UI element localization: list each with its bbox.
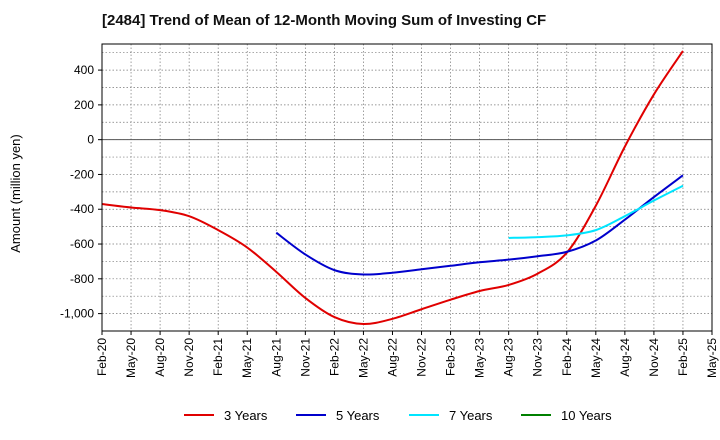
x-tick-label: May-25 xyxy=(705,338,719,378)
x-tick-label: Aug-20 xyxy=(153,338,167,377)
chart-title: [2484] Trend of Mean of 12-Month Moving … xyxy=(102,12,547,29)
x-tick-label: Aug-24 xyxy=(618,338,632,377)
x-tick-label: Aug-21 xyxy=(269,338,283,377)
x-tick-label: May-22 xyxy=(356,338,370,378)
x-tick-label: Feb-20 xyxy=(95,338,109,376)
x-tick-label: Feb-25 xyxy=(676,338,690,376)
legend: 3 Years 5 Years 7 Years 10 Years xyxy=(184,408,612,423)
legend-label-3-years: 3 Years xyxy=(224,408,268,423)
x-tick-label: Nov-20 xyxy=(182,338,196,377)
y-tick-label: -1,000 xyxy=(60,307,94,321)
x-tick-label: Feb-22 xyxy=(327,338,341,376)
series-line-7-years xyxy=(508,184,684,239)
x-tick-label: Aug-23 xyxy=(502,338,516,377)
x-tick-label: Feb-21 xyxy=(211,338,225,376)
y-tick-label: -400 xyxy=(70,202,94,216)
x-tick-label: Feb-23 xyxy=(444,338,458,376)
x-tick-label: May-23 xyxy=(473,338,487,378)
x-tick-label: Aug-22 xyxy=(385,338,399,377)
y-tick-label: 0 xyxy=(87,133,94,147)
x-axis-ticks: Feb-20 May-20 Aug-20 Nov-20 Feb-21 May-21 Aug-… xyxy=(95,331,719,378)
y-tick-label: 200 xyxy=(74,98,94,112)
legend-label-7-years: 7 Years xyxy=(449,408,493,423)
grid xyxy=(101,44,713,332)
series-line-3-years xyxy=(101,50,684,326)
x-tick-label: Nov-24 xyxy=(647,338,661,377)
x-tick-label: Nov-21 xyxy=(298,338,312,377)
y-tick-label: -600 xyxy=(70,237,94,251)
x-tick-label: Nov-22 xyxy=(415,338,429,377)
x-tick-label: May-21 xyxy=(240,338,254,378)
x-tick-label: May-20 xyxy=(124,338,138,378)
plot-frame xyxy=(101,43,713,332)
x-tick-label: May-24 xyxy=(589,338,603,378)
series-lines xyxy=(101,50,684,326)
series-line-5-years xyxy=(275,174,684,276)
x-tick-label: Feb-24 xyxy=(560,338,574,376)
y-tick-label: -800 xyxy=(70,272,94,286)
y-tick-label: -200 xyxy=(70,167,94,181)
y-axis-label: Amount (million yen) xyxy=(8,134,23,253)
x-tick-label: Nov-23 xyxy=(531,338,545,377)
y-axis-ticks: 400 200 0 -200 -400 -600 -800 -1,000 xyxy=(60,63,102,321)
legend-label-5-years: 5 Years xyxy=(336,408,380,423)
y-tick-label: 400 xyxy=(74,63,94,77)
legend-label-10-years: 10 Years xyxy=(561,408,612,423)
